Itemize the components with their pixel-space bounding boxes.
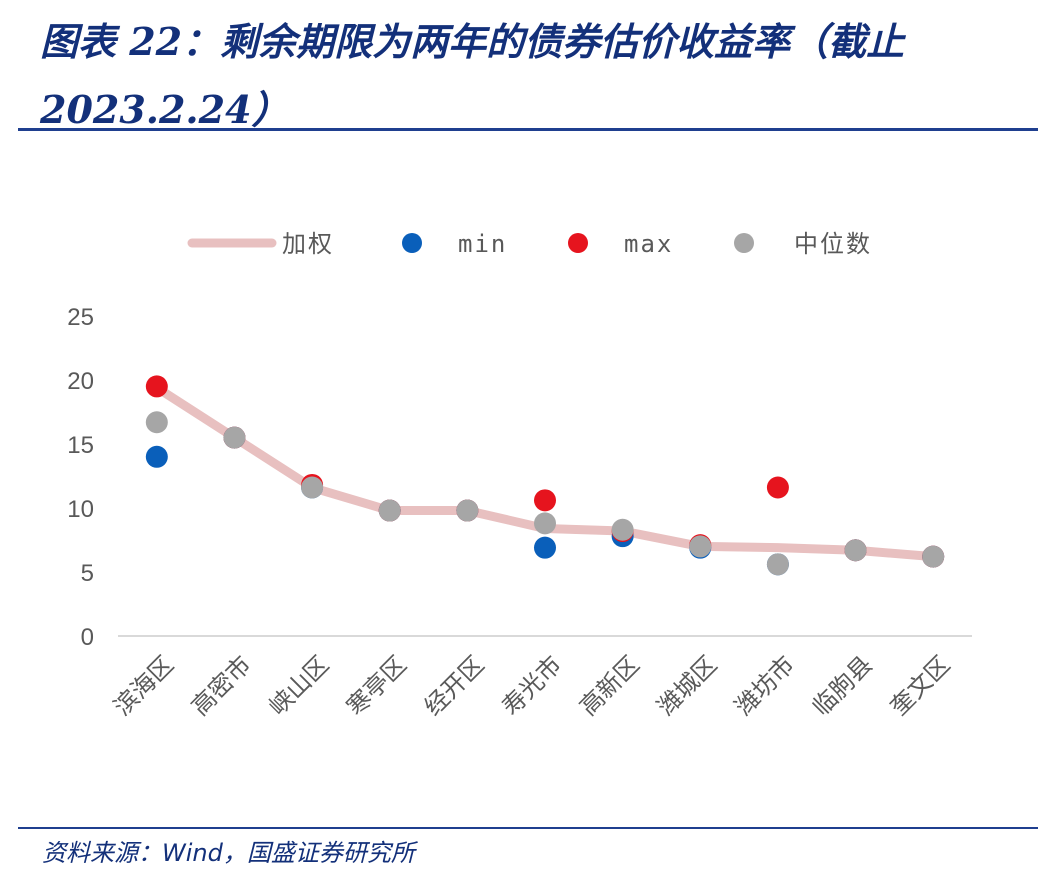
x-tick-label: 奎文区 [885, 650, 956, 721]
legend-swatch-dot [402, 233, 422, 253]
legend-swatch-dot [568, 233, 588, 253]
chart: 0 5 10 15 20 25 滨海区 高密市 峡山区 寒亭区 经开区 寿光市 高新区 潍城区 潍坊市 临朐县… [67, 230, 972, 721]
y-tick-label: 25 [67, 304, 94, 331]
point-min [534, 536, 556, 559]
point-median [223, 426, 246, 449]
title-divider [18, 128, 1038, 131]
legend-swatch-dot [734, 233, 754, 253]
x-tick-label: 寿光市 [497, 650, 568, 721]
legend-label: min [458, 230, 507, 258]
point-max [145, 375, 168, 398]
point-min [145, 445, 168, 468]
x-tick-label: 高新区 [574, 650, 645, 721]
y-tick-label: 5 [81, 560, 94, 587]
point-median [301, 476, 324, 499]
x-tick-label: 滨海区 [108, 650, 179, 721]
point-median [456, 499, 479, 522]
x-tick-label: 高密市 [186, 650, 257, 721]
chart-title: 图表 22：剩余期限为两年的债券估价收益率（截止 2023.2.24） [40, 19, 905, 132]
y-tick-label: 0 [81, 624, 94, 651]
point-median [378, 499, 401, 522]
point-median [611, 518, 634, 541]
point-median [689, 535, 712, 558]
legend-label: 中位数 [794, 230, 872, 258]
point-median [534, 512, 556, 535]
point-median [766, 553, 789, 576]
legend-label: max [624, 230, 673, 258]
x-tick-label: 峡山区 [264, 650, 335, 721]
x-tick-label: 经开区 [419, 650, 490, 721]
point-max [766, 476, 789, 499]
x-tick-label: 寒亭区 [341, 650, 412, 721]
x-tick-label: 潍城区 [652, 650, 723, 721]
point-median [145, 411, 168, 434]
point-max [534, 489, 556, 512]
point-median [922, 545, 945, 568]
source-note: 资料来源：Wind，国盛证券研究所 [42, 839, 415, 867]
y-tick-label: 10 [67, 496, 94, 523]
footer-divider [18, 827, 1038, 829]
x-tick-label: 潍坊市 [729, 650, 800, 721]
y-tick-label: 15 [67, 432, 94, 459]
point-median [844, 539, 867, 562]
y-tick-label: 20 [67, 368, 94, 395]
x-tick-label: 临朐县 [807, 650, 878, 721]
legend-label: 加权 [282, 230, 334, 258]
